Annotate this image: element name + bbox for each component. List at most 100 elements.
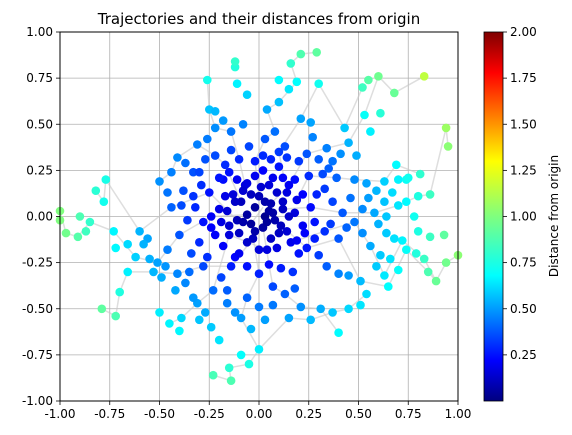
chart-title: Trajectories and their distances from or… xyxy=(97,10,420,28)
data-point xyxy=(173,153,182,162)
data-point xyxy=(267,155,276,164)
data-point xyxy=(92,186,101,195)
x-tick-label: -0.50 xyxy=(144,407,175,421)
data-point xyxy=(261,197,270,206)
data-point xyxy=(285,85,294,94)
data-point xyxy=(221,192,230,201)
data-point xyxy=(394,266,403,275)
data-point xyxy=(215,336,224,345)
data-point xyxy=(265,181,274,190)
data-point xyxy=(312,190,321,199)
data-point xyxy=(175,327,184,336)
data-point xyxy=(123,240,132,249)
trajectory-line xyxy=(96,180,237,232)
data-point xyxy=(183,216,192,225)
data-point xyxy=(197,181,206,190)
data-point xyxy=(237,351,246,360)
data-point xyxy=(207,212,216,221)
data-point xyxy=(255,245,264,254)
data-point xyxy=(402,197,411,206)
data-point xyxy=(251,227,260,236)
data-point xyxy=(281,290,290,299)
data-point xyxy=(350,218,359,227)
data-point xyxy=(227,146,236,155)
data-point xyxy=(275,229,284,238)
data-point xyxy=(195,168,204,177)
data-point xyxy=(310,218,319,227)
x-tick-label: 1.00 xyxy=(445,407,472,421)
data-point xyxy=(259,151,268,160)
colorbar-tick-label: 1.50 xyxy=(510,117,537,131)
data-point xyxy=(334,234,343,243)
data-point xyxy=(398,236,407,245)
data-point xyxy=(109,227,118,236)
data-point xyxy=(328,197,337,206)
data-point xyxy=(293,78,302,87)
data-point xyxy=(209,371,218,380)
data-point xyxy=(358,83,367,92)
data-point xyxy=(223,299,232,308)
data-point xyxy=(263,245,272,254)
data-point xyxy=(306,118,315,127)
data-point xyxy=(221,161,230,170)
data-point xyxy=(155,177,164,186)
data-point xyxy=(303,244,312,253)
data-point xyxy=(320,227,329,236)
data-point xyxy=(390,234,399,243)
data-point xyxy=(444,142,453,151)
data-point xyxy=(199,262,208,271)
colorbar-tick-label: 0.50 xyxy=(510,302,537,316)
data-point xyxy=(346,194,355,203)
data-point xyxy=(287,59,296,68)
colorbar-axis: 0.250.500.751.001.251.501.752.00 xyxy=(503,25,537,362)
data-point xyxy=(163,188,172,197)
data-point xyxy=(380,271,389,280)
data-point xyxy=(111,312,120,321)
data-point xyxy=(299,221,308,230)
data-point xyxy=(209,286,218,295)
data-point xyxy=(420,72,429,81)
y-tick-label: -0.50 xyxy=(22,302,53,316)
data-point xyxy=(255,269,264,278)
data-point xyxy=(245,360,254,369)
data-point xyxy=(211,107,220,116)
data-point xyxy=(364,194,373,203)
data-point xyxy=(376,251,385,260)
data-point xyxy=(297,114,306,123)
y-tick-label: -1.00 xyxy=(22,394,53,408)
data-point xyxy=(175,231,184,240)
data-point xyxy=(374,220,383,229)
data-point xyxy=(243,293,252,302)
data-point xyxy=(261,135,270,144)
data-point xyxy=(76,212,85,221)
data-point xyxy=(402,245,411,254)
data-point xyxy=(215,205,224,214)
data-point xyxy=(358,205,367,214)
data-point xyxy=(370,209,379,218)
data-point xyxy=(283,188,292,197)
data-point xyxy=(291,175,300,184)
data-point xyxy=(426,233,435,242)
data-point xyxy=(362,290,371,299)
data-point xyxy=(374,72,383,81)
y-tick-label: -0.75 xyxy=(22,348,53,362)
data-point xyxy=(243,179,252,188)
data-point xyxy=(275,76,284,85)
data-point xyxy=(306,203,315,212)
data-point xyxy=(135,227,144,236)
data-point xyxy=(149,268,158,277)
data-point xyxy=(185,268,194,277)
data-point xyxy=(384,282,393,291)
data-point xyxy=(332,174,341,183)
data-point xyxy=(86,218,95,227)
data-point xyxy=(199,218,208,227)
data-point xyxy=(322,262,331,271)
y-tick-label: 0.75 xyxy=(26,71,53,85)
data-point xyxy=(279,174,288,183)
data-point xyxy=(324,164,333,173)
data-point xyxy=(243,238,252,247)
data-point xyxy=(98,305,107,314)
data-point xyxy=(181,159,190,168)
data-point xyxy=(251,172,260,181)
data-point xyxy=(277,264,286,273)
